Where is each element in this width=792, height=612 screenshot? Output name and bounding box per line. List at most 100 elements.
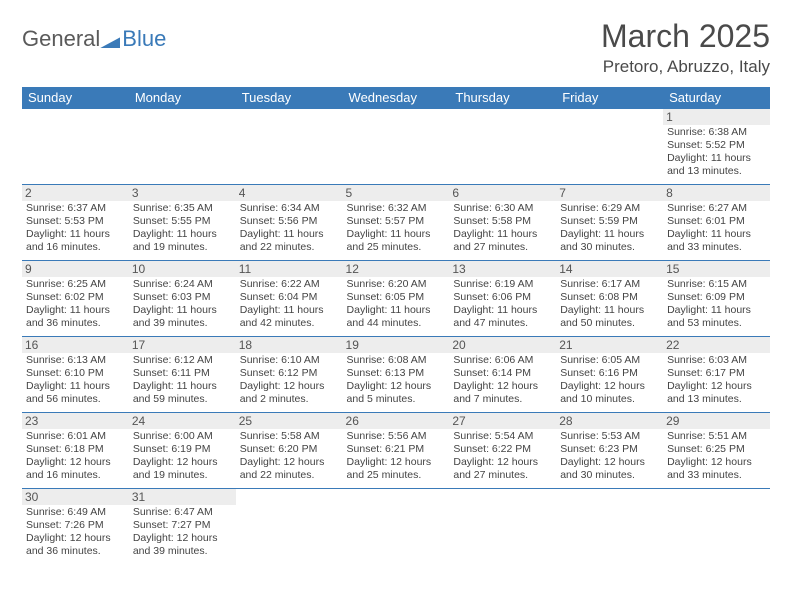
sunset-text: Sunset: 6:12 PM	[240, 367, 339, 380]
daylight-text: Daylight: 11 hours	[453, 228, 552, 241]
sunrise-text: Sunrise: 6:24 AM	[133, 278, 232, 291]
sunset-text: Sunset: 6:11 PM	[133, 367, 232, 380]
daylight-text: Daylight: 12 hours	[453, 380, 552, 393]
sunrise-text: Sunrise: 6:37 AM	[26, 202, 125, 215]
calendar-day-cell: 11Sunrise: 6:22 AMSunset: 6:04 PMDayligh…	[236, 261, 343, 337]
sunset-text: Sunset: 5:55 PM	[133, 215, 232, 228]
sunset-text: Sunset: 6:23 PM	[560, 443, 659, 456]
calendar-body: 1Sunrise: 6:38 AMSunset: 5:52 PM Daylight…	[22, 109, 770, 565]
calendar-day-cell: 17Sunrise: 6:12 AMSunset: 6:11 PMDayligh…	[129, 337, 236, 413]
daylight-text: Daylight: 12 hours	[347, 380, 446, 393]
daylight-text: Daylight: 12 hours	[240, 380, 339, 393]
daylight-text: Daylight: 12 hours	[667, 456, 766, 469]
daylight-text: Daylight: 12 hours	[26, 532, 125, 545]
daylight-text: and 27 minutes.	[453, 241, 552, 254]
sunset-text: Sunset: 7:27 PM	[133, 519, 232, 532]
sunset-text: Sunset: 5:59 PM	[560, 215, 659, 228]
daylight-text: and 33 minutes.	[667, 469, 766, 482]
calendar-day-cell: 14Sunrise: 6:17 AMSunset: 6:08 PMDayligh…	[556, 261, 663, 337]
day-number: 3	[129, 185, 236, 201]
day-number: 16	[22, 337, 129, 353]
calendar-day-cell: 28Sunrise: 5:53 AMSunset: 6:23 PMDayligh…	[556, 413, 663, 489]
sunrise-text: Sunrise: 6:38 AM	[667, 126, 766, 139]
weekday-header: Saturday	[663, 87, 770, 109]
day-number: 29	[663, 413, 770, 429]
weekday-header: Tuesday	[236, 87, 343, 109]
daylight-text: and 25 minutes.	[347, 469, 446, 482]
header: General Blue March 2025 Pretoro, Abruzzo…	[22, 18, 770, 77]
calendar-day-cell: 3Sunrise: 6:35 AMSunset: 5:55 PMDaylight…	[129, 185, 236, 261]
calendar-day-cell: 27Sunrise: 5:54 AMSunset: 6:22 PMDayligh…	[449, 413, 556, 489]
daylight-text: Daylight: 11 hours	[133, 304, 232, 317]
day-number: 11	[236, 261, 343, 277]
daylight-text: Daylight: 11 hours	[240, 304, 339, 317]
sunrise-text: Sunrise: 5:53 AM	[560, 430, 659, 443]
daylight-text: and 59 minutes.	[133, 393, 232, 406]
calendar-day-cell: 10Sunrise: 6:24 AMSunset: 6:03 PMDayligh…	[129, 261, 236, 337]
daylight-text: Daylight: 12 hours	[667, 380, 766, 393]
daylight-text: Daylight: 11 hours	[667, 228, 766, 241]
calendar-day-cell: 24Sunrise: 6:00 AMSunset: 6:19 PMDayligh…	[129, 413, 236, 489]
calendar-day-cell: 22Sunrise: 6:03 AMSunset: 6:17 PMDayligh…	[663, 337, 770, 413]
daylight-text: Daylight: 12 hours	[133, 456, 232, 469]
daylight-text: and 27 minutes.	[453, 469, 552, 482]
day-number: 26	[343, 413, 450, 429]
daylight-text: and 22 minutes.	[240, 241, 339, 254]
sunset-text: Sunset: 6:02 PM	[26, 291, 125, 304]
calendar-empty-cell	[556, 489, 663, 565]
weekday-header: Monday	[129, 87, 236, 109]
calendar-day-cell: 26Sunrise: 5:56 AMSunset: 6:21 PMDayligh…	[343, 413, 450, 489]
day-number: 21	[556, 337, 663, 353]
calendar-empty-cell	[449, 109, 556, 185]
daylight-text: and 13 minutes.	[667, 393, 766, 406]
daylight-text: Daylight: 12 hours	[240, 456, 339, 469]
daylight-text: Daylight: 12 hours	[453, 456, 552, 469]
daylight-text: Daylight: 11 hours	[347, 304, 446, 317]
daylight-text: and 33 minutes.	[667, 241, 766, 254]
daylight-text: Daylight: 11 hours	[560, 304, 659, 317]
calendar-day-cell: 30Sunrise: 6:49 AMSunset: 7:26 PMDayligh…	[22, 489, 129, 565]
calendar-day-cell: 16Sunrise: 6:13 AMSunset: 6:10 PMDayligh…	[22, 337, 129, 413]
daylight-text: and 42 minutes.	[240, 317, 339, 330]
daylight-text: Daylight: 11 hours	[26, 228, 125, 241]
calendar-week-row: 9Sunrise: 6:25 AMSunset: 6:02 PMDaylight…	[22, 261, 770, 337]
sunset-text: Sunset: 5:56 PM	[240, 215, 339, 228]
daylight-text: and 10 minutes.	[560, 393, 659, 406]
daylight-text: and 25 minutes.	[347, 241, 446, 254]
daylight-text: Daylight: 11 hours	[133, 228, 232, 241]
daylight-text: and 56 minutes.	[26, 393, 125, 406]
calendar-day-cell: 18Sunrise: 6:10 AMSunset: 6:12 PMDayligh…	[236, 337, 343, 413]
day-number: 10	[129, 261, 236, 277]
sunset-text: Sunset: 6:16 PM	[560, 367, 659, 380]
sunrise-text: Sunrise: 6:20 AM	[347, 278, 446, 291]
day-number: 20	[449, 337, 556, 353]
day-number: 2	[22, 185, 129, 201]
calendar-day-cell: 2Sunrise: 6:37 AMSunset: 5:53 PMDaylight…	[22, 185, 129, 261]
sunrise-text: Sunrise: 6:27 AM	[667, 202, 766, 215]
day-number: 8	[663, 185, 770, 201]
sunrise-text: Sunrise: 6:22 AM	[240, 278, 339, 291]
sunset-text: Sunset: 5:53 PM	[26, 215, 125, 228]
sunrise-text: Sunrise: 6:08 AM	[347, 354, 446, 367]
logo-sail-icon	[100, 30, 120, 48]
calendar-empty-cell	[663, 489, 770, 565]
sunrise-text: Sunrise: 6:01 AM	[26, 430, 125, 443]
sunset-text: Sunset: 5:52 PM	[667, 139, 766, 152]
day-number: 18	[236, 337, 343, 353]
daylight-text: and 16 minutes.	[26, 469, 125, 482]
calendar-day-cell: 23Sunrise: 6:01 AMSunset: 6:18 PMDayligh…	[22, 413, 129, 489]
sunset-text: Sunset: 6:14 PM	[453, 367, 552, 380]
calendar-day-cell: 25Sunrise: 5:58 AMSunset: 6:20 PMDayligh…	[236, 413, 343, 489]
daylight-text: and 30 minutes.	[560, 241, 659, 254]
logo-text-blue: Blue	[122, 26, 166, 52]
day-number: 1	[663, 109, 770, 125]
calendar-empty-cell	[236, 109, 343, 185]
day-number: 12	[343, 261, 450, 277]
weekday-header: Wednesday	[343, 87, 450, 109]
daylight-text: and 36 minutes.	[26, 545, 125, 558]
daylight-text: Daylight: 12 hours	[560, 456, 659, 469]
sunset-text: Sunset: 6:03 PM	[133, 291, 232, 304]
sunset-text: Sunset: 5:57 PM	[347, 215, 446, 228]
calendar-empty-cell	[236, 489, 343, 565]
daylight-text: and 13 minutes.	[667, 165, 766, 178]
